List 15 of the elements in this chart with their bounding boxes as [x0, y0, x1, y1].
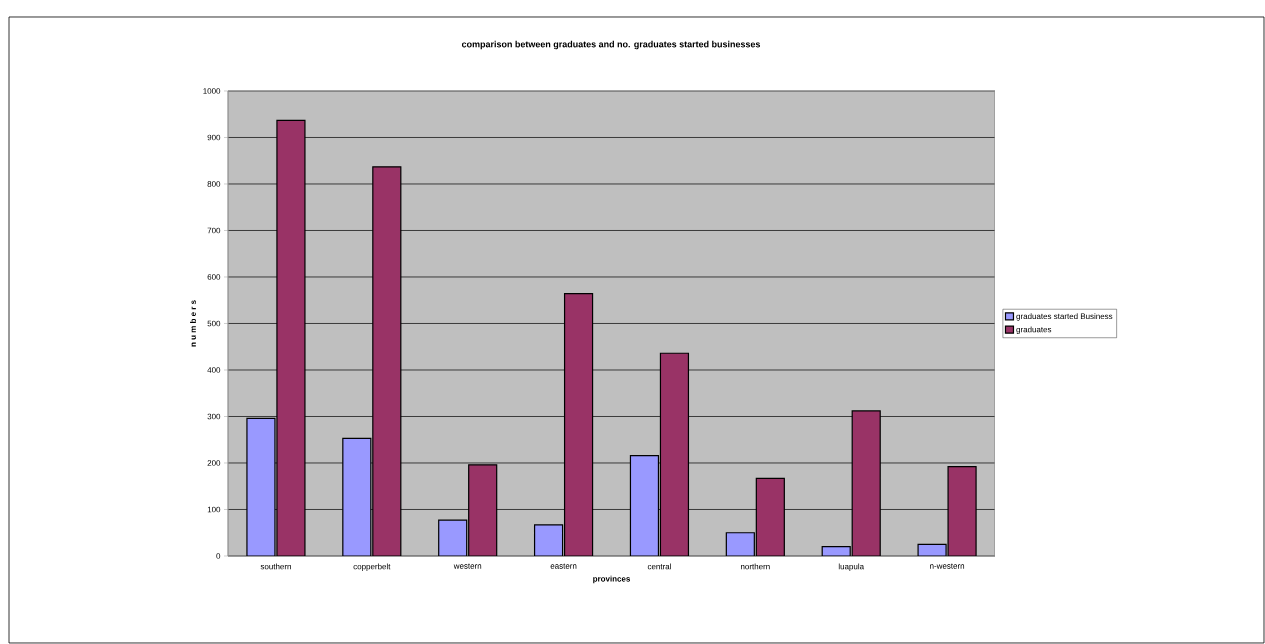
bar [755, 477, 785, 556]
bar [563, 293, 594, 556]
bar [659, 352, 690, 556]
chart-title: comparison between graduates and no. graduates started businesses [461, 40, 761, 50]
bar [629, 454, 660, 556]
bar [468, 464, 498, 556]
bar [372, 166, 402, 556]
bar [533, 524, 564, 556]
bar [342, 437, 372, 556]
bar [438, 519, 468, 556]
bar [246, 417, 276, 556]
bar [851, 410, 881, 556]
bar [947, 466, 977, 556]
bar [276, 119, 306, 556]
bar [725, 532, 755, 556]
